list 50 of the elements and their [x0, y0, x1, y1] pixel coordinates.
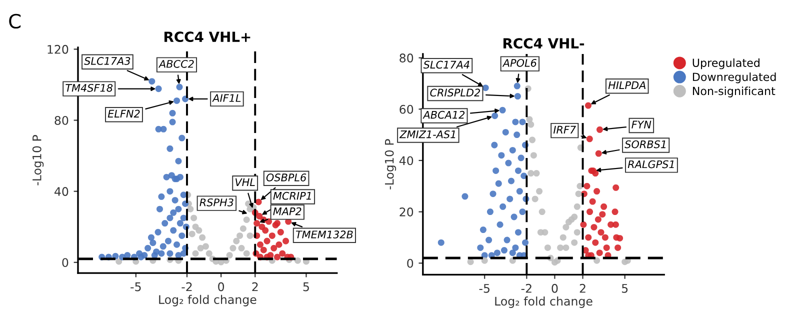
annotation: RSPH3: [200, 198, 234, 206]
annotation: VHL: [236, 178, 255, 186]
x-tick-label: 0: [552, 284, 558, 293]
annotation: ELFN2: [108, 110, 140, 118]
legend-label: Non-significant: [692, 86, 776, 98]
x-tick-label: -2: [182, 282, 192, 292]
annotation: MCRIP1: [273, 192, 311, 200]
x-tick-label: -5: [479, 284, 490, 293]
x-tick-label: 5: [303, 282, 309, 292]
annotation: ABCA12: [422, 110, 465, 119]
y-tick-label: 80: [400, 54, 414, 62]
annotation: FYN: [632, 120, 652, 128]
legend-label: Downregulated: [692, 72, 776, 84]
y-tick-label: 80: [54, 116, 68, 125]
chart-title: RCC4 VHL-: [504, 38, 584, 49]
y-tick-label: 40: [399, 156, 414, 166]
annotation: MAP2: [273, 207, 302, 216]
x-tick-label: -5: [130, 282, 141, 292]
annotation: CRISPLD2: [430, 88, 480, 97]
x-axis-title: Log₂ fold change: [495, 296, 592, 308]
annotation: TMEM132B: [296, 230, 353, 238]
annotation: HILPDA: [608, 81, 646, 89]
x-tick-label: -2: [521, 284, 532, 293]
x-tick-label: 2: [252, 282, 258, 292]
annotation: IRF7: [553, 126, 576, 134]
y-axis-title: -Log10 P: [384, 139, 396, 190]
annotation: APOL6: [502, 58, 536, 67]
y-tick-label: 0: [62, 258, 68, 268]
annotation: SLC17A4: [423, 60, 470, 69]
y-tick-label: 60: [400, 104, 414, 114]
chart-title: RCC4 VHL+: [164, 32, 250, 42]
x-tick-label: 2: [580, 284, 586, 293]
y-tick-label: 120: [48, 44, 68, 54]
x-tick-label: 0: [218, 282, 224, 292]
y-tick-label: 20: [400, 208, 414, 216]
legend-label: Upregulated: [692, 58, 760, 70]
y-tick-label: 0: [407, 258, 414, 268]
annotation: SLC17A3: [84, 57, 130, 65]
y-tick-label: 40: [54, 187, 68, 196]
annotation: AIF1L: [212, 94, 241, 102]
annotation: OSBPL6: [266, 174, 306, 182]
annotation: SORBS1: [624, 140, 666, 148]
annotation: ABCC2: [158, 60, 194, 68]
annotation: TM4SF18: [66, 84, 113, 92]
annotation: RALGPS1: [628, 160, 674, 168]
annotation: ZMIZ1-AS1: [399, 130, 456, 138]
text: C: [9, 14, 21, 29]
x-axis-title: Log₂ fold change: [159, 294, 256, 306]
y-axis-title: -Log10 P: [32, 135, 44, 186]
x-tick-label: 5: [622, 284, 628, 293]
